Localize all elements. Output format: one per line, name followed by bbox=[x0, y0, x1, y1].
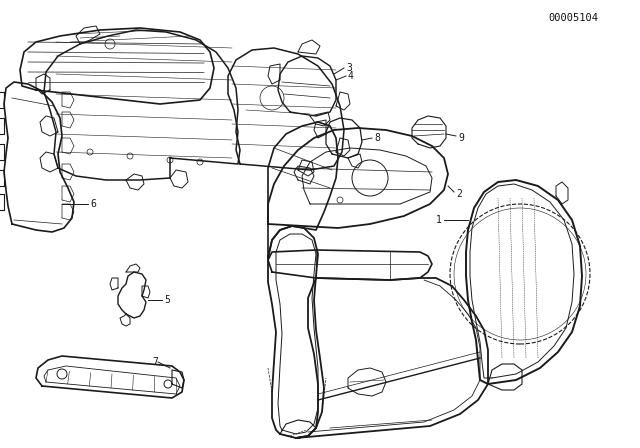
Text: 7: 7 bbox=[152, 357, 158, 367]
Text: 3: 3 bbox=[346, 63, 352, 73]
Text: 5: 5 bbox=[164, 295, 170, 305]
Text: 1: 1 bbox=[436, 215, 442, 225]
Text: 2: 2 bbox=[456, 189, 462, 199]
Text: 4: 4 bbox=[348, 71, 354, 81]
Text: 6: 6 bbox=[90, 199, 96, 209]
Text: 8: 8 bbox=[374, 133, 380, 143]
Text: 9: 9 bbox=[458, 133, 464, 143]
Text: 00005104: 00005104 bbox=[548, 13, 598, 23]
